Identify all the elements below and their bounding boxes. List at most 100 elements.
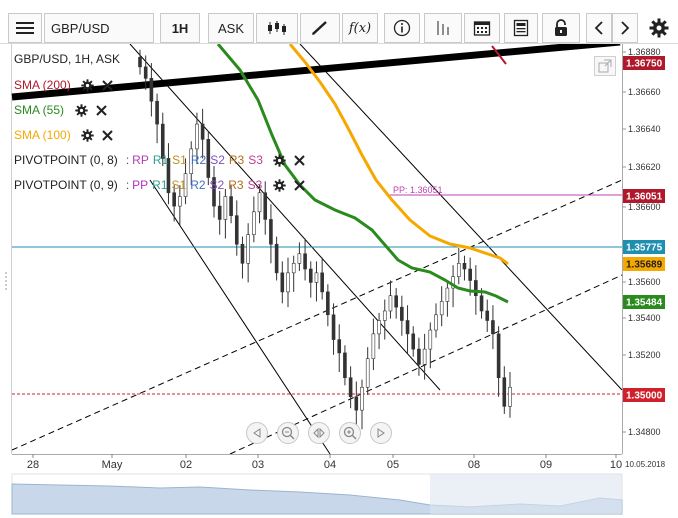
candle-body: [286, 272, 290, 293]
price-side-label: ASK: [217, 20, 244, 36]
candle-body: [240, 243, 245, 264]
info-icon: [393, 19, 411, 37]
candle-body: [229, 196, 233, 216]
zoom-in-icon: [343, 426, 357, 440]
price-chart[interactable]: 1.368801.366601.366401.366201.366001.358…: [0, 44, 678, 518]
info-button[interactable]: [384, 13, 420, 43]
y-tick-label: 1.36620: [628, 162, 661, 172]
pivot-item: S2: [209, 178, 225, 192]
candle-body: [360, 386, 364, 411]
candle-body: [400, 306, 404, 321]
legend-pivot-0-9[interactable]: PIVOTPOINT (0, 9): PP R1 S1 R2 S2 R3 S3: [14, 176, 306, 194]
legend-sma200[interactable]: SMA (200): [14, 76, 115, 94]
reset-zoom-button[interactable]: [308, 422, 330, 444]
symbol-selector[interactable]: GBP/USD: [44, 13, 154, 43]
sma200-line: [491, 45, 507, 65]
candle-body: [149, 78, 154, 102]
candle-type-button[interactable]: [256, 13, 298, 43]
candle-body: [195, 123, 199, 150]
navigator-window[interactable]: [430, 474, 622, 514]
candle-body: [337, 339, 342, 354]
triangle-left-icon: [253, 428, 261, 438]
pivot-item: R2: [190, 153, 207, 167]
x-tick-label: 09: [540, 459, 552, 471]
candle-body: [434, 314, 438, 331]
sma200-settings-gear-icon[interactable]: [81, 78, 95, 92]
pivot-settings-gear-icon[interactable]: [272, 178, 286, 192]
bars-icon: [437, 21, 449, 35]
pivot-item: R3: [228, 178, 244, 192]
candle-body: [348, 377, 353, 398]
pivot-remove-close-icon[interactable]: [293, 153, 307, 167]
candle-body: [474, 280, 478, 297]
list-icon: [513, 19, 529, 37]
candle-body: [417, 348, 421, 365]
candle-body: [343, 352, 347, 379]
legend-sma55[interactable]: SMA (55): [14, 101, 108, 119]
left-axis: [0, 44, 12, 454]
separator-button[interactable]: [424, 13, 462, 43]
sma55-settings-gear-icon[interactable]: [74, 103, 88, 117]
y-tick-label: 1.35400: [628, 313, 661, 323]
settings-button[interactable]: [642, 13, 676, 43]
scroll-right-button[interactable]: [612, 13, 638, 43]
price-labels: 1.36750 1.36051 1.35775 1.35689 1.35484 1.350…: [623, 56, 665, 402]
y-tick-label: 1.36880: [628, 47, 661, 57]
indicator-button[interactable]: f(x): [342, 13, 378, 43]
price-label-box: [623, 257, 665, 271]
sma200-remove-close-icon[interactable]: [101, 78, 115, 92]
legend-title: GBP/USD, 1H, ASK: [14, 50, 120, 68]
timeframe-label: 1H: [171, 20, 189, 36]
pan-right-button[interactable]: [370, 422, 392, 444]
sma55-remove-close-icon[interactable]: [94, 103, 108, 117]
draw-tool-button[interactable]: [300, 13, 340, 43]
sma100-settings-gear-icon[interactable]: [81, 128, 95, 142]
pivot-pp-label: PP: 1.36051: [393, 185, 443, 195]
x-tick-label: 28: [27, 459, 39, 471]
candle-body: [377, 320, 381, 335]
calendar-button[interactable]: [464, 13, 500, 43]
price-label-box: [623, 56, 665, 70]
x-tick-label: 04: [324, 459, 336, 471]
pivot-remove-close-icon[interactable]: [292, 178, 306, 192]
menu-icon: [16, 22, 34, 34]
candle-body: [160, 123, 165, 159]
candle-body: [371, 333, 376, 359]
popout-icon: [598, 59, 612, 73]
popout-button[interactable]: [594, 56, 616, 76]
pan-left-button[interactable]: [246, 422, 268, 444]
list-button[interactable]: [504, 13, 538, 43]
y-tick-label: 1.35200: [628, 350, 661, 360]
chevron-right-icon: [621, 21, 630, 35]
lock-button[interactable]: [542, 13, 580, 43]
zoom-in-button[interactable]: [339, 422, 361, 444]
scroll-left-button[interactable]: [586, 13, 612, 43]
price-label-text: 1.35000: [626, 391, 663, 402]
price-label-box: [623, 295, 665, 309]
pivot-item: R3: [228, 153, 245, 167]
menu-button[interactable]: [8, 13, 42, 43]
trend-line-thick: [11, 44, 621, 101]
candle-body: [257, 192, 262, 213]
x-tick-label: 05: [387, 459, 399, 471]
candle-body: [411, 333, 416, 350]
candle-body: [291, 263, 296, 274]
toolbar: GBP/USD 1H ASK f(x): [0, 0, 678, 44]
y-tick-label: 1.34800: [628, 427, 661, 437]
zoom-out-button[interactable]: [277, 422, 299, 444]
symbol-label: GBP/USD: [51, 20, 110, 36]
pivot-item: S3: [248, 153, 263, 167]
pivot-settings-gear-icon[interactable]: [273, 153, 287, 167]
price-side-selector[interactable]: ASK: [208, 13, 254, 43]
candle-body: [485, 310, 490, 321]
sma100-remove-close-icon[interactable]: [101, 128, 115, 142]
timeframe-selector[interactable]: 1H: [160, 13, 200, 43]
candle-body: [143, 66, 148, 79]
lock-icon: [555, 19, 567, 36]
legend-pivot-0-8[interactable]: PIVOTPOINT (0, 8): RP R1 S1 R2 S2 R3 S3: [14, 151, 307, 169]
candle-body: [428, 329, 433, 350]
legend-sma100[interactable]: SMA (100): [14, 126, 115, 144]
candle-body: [502, 377, 507, 407]
candle-body: [456, 263, 461, 277]
pivot-item: RP: [132, 153, 149, 167]
